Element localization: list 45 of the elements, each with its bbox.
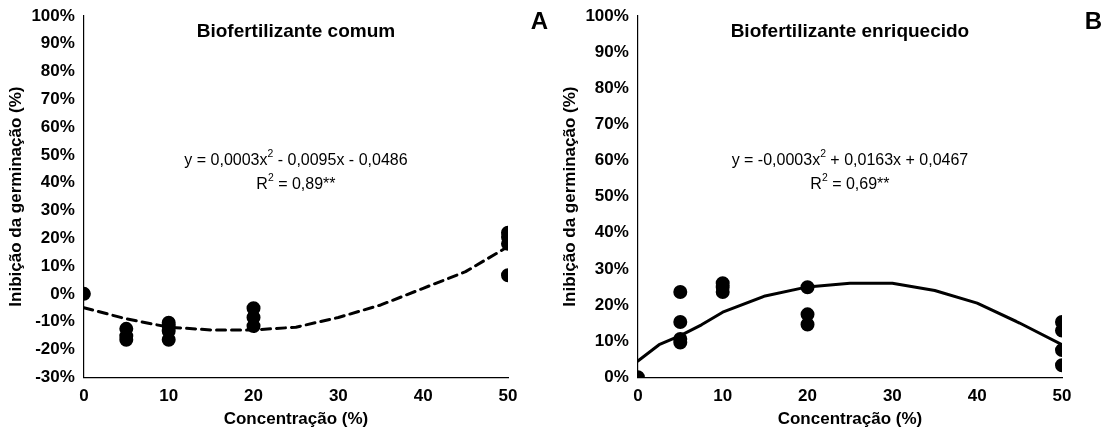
y-tick-label: 60% [40,116,75,136]
text: A [530,6,548,34]
x-tick-label: 40 [967,386,987,406]
y-tick-label: 90% [40,33,75,53]
y-tick-label: 50% [594,186,629,206]
x-tick-label: 10 [159,386,179,406]
x-tick-label: 50 [1052,386,1072,406]
x-axis-title: Concentração (%) [223,409,369,429]
x-tick-label: 0 [79,386,89,406]
x-tick-label: 10 [713,386,733,406]
y-tick-label: -30% [35,366,75,386]
y-tick-label: 20% [594,294,629,314]
x-tick-label: 40 [413,386,433,406]
y-tick-label: 70% [40,89,75,109]
y-axis-title: Inibição da germinação (%) [5,86,25,307]
x-tick-label: 20 [244,386,263,406]
y-tick-label: 10% [594,330,629,350]
y-tick-label: 40% [40,172,75,192]
y-tick-label: 80% [40,61,75,81]
y-tick-label: 30% [40,200,75,220]
x-axis-title: Concentração (%) [777,409,923,429]
y-tick-label: 0% [50,283,75,303]
y-tick-label: -20% [35,339,75,359]
y-tick-label: 50% [40,144,75,164]
y-tick-label: 90% [594,41,629,61]
chart-title: Biofertilizante enriquecido [730,20,970,42]
y-tick-label: 10% [40,255,75,275]
x-tick-label: 50 [498,386,518,406]
x-tick-label: 20 [798,386,817,406]
y-tick-label: 40% [594,222,629,242]
x-tick-label: 0 [633,386,643,406]
y-tick-label: 100% [31,5,75,25]
chart-title: Biofertilizante comum [196,20,396,42]
text: B [1084,6,1102,34]
y-axis-title: Inibição da germinação (%) [559,86,579,307]
x-tick-label: 30 [882,386,902,406]
x-tick-label: 30 [328,386,348,406]
y-tick-label: 20% [40,227,75,247]
y-tick-label: 60% [594,150,629,170]
y-tick-label: -10% [35,311,75,331]
y-tick-label: 70% [594,114,629,134]
y-tick-label: 100% [585,5,629,25]
y-tick-label: 80% [594,77,629,97]
y-tick-label: 0% [604,366,629,386]
y-tick-label: 30% [594,258,629,278]
